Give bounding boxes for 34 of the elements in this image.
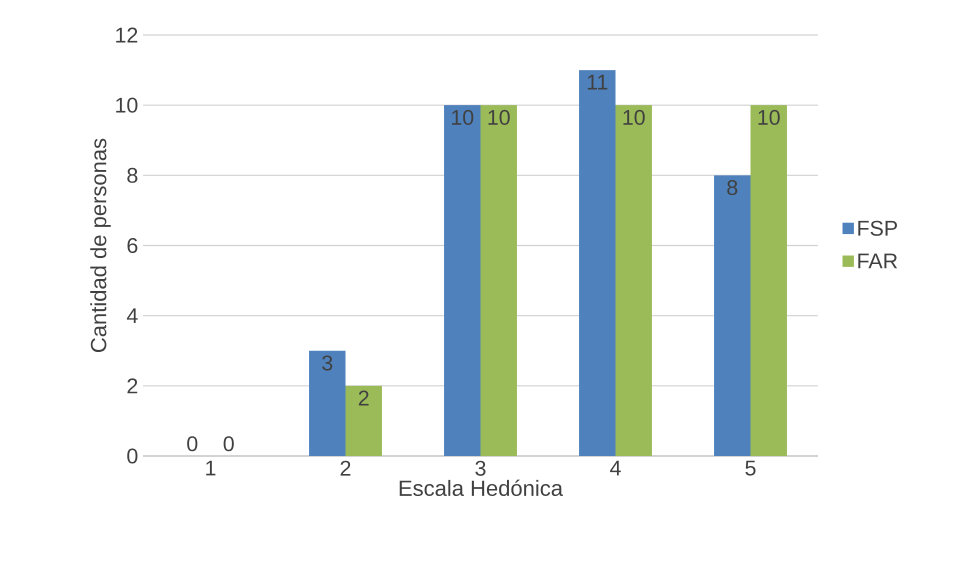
bar: [714, 175, 750, 456]
data-label: 10: [452, 110, 474, 125]
y-axis-title: Cantidad de personas: [90, 138, 111, 352]
bar: [346, 386, 382, 456]
x-tick-label: 1: [206, 460, 216, 476]
bar: [480, 105, 517, 456]
data-label: 10: [758, 110, 780, 125]
bar: [616, 105, 652, 456]
y-tick-label: 6: [128, 238, 138, 254]
y-tick-label: 2: [127, 378, 138, 394]
data-label: 10: [488, 110, 510, 125]
data-label: 11: [588, 74, 608, 90]
data-label: 2: [358, 390, 369, 406]
y-tick-label: 4: [126, 308, 138, 324]
data-label: 0: [224, 436, 234, 452]
bar: [750, 105, 787, 456]
legend-label: FSP: [858, 220, 897, 236]
bar: [444, 105, 480, 456]
y-tick-label: 0: [127, 448, 138, 464]
x-tick-label: 4: [610, 460, 621, 476]
bar: [309, 350, 346, 456]
x-tick-label: 3: [475, 460, 486, 476]
legend-label: FAR: [858, 254, 898, 268]
bar: [579, 70, 616, 456]
x-axis-title: Escala Hedónica: [400, 480, 563, 496]
x-tick-label: 2: [340, 460, 350, 476]
y-tick-label: 8: [127, 168, 138, 183]
data-label: 3: [322, 355, 332, 371]
y-tick-label: 12: [116, 28, 138, 42]
data-label: 0: [187, 436, 198, 452]
data-label: 8: [727, 180, 738, 196]
x-tick-label: 5: [745, 460, 756, 476]
y-tick-label: 10: [116, 98, 138, 113]
data-label: 10: [623, 110, 645, 125]
